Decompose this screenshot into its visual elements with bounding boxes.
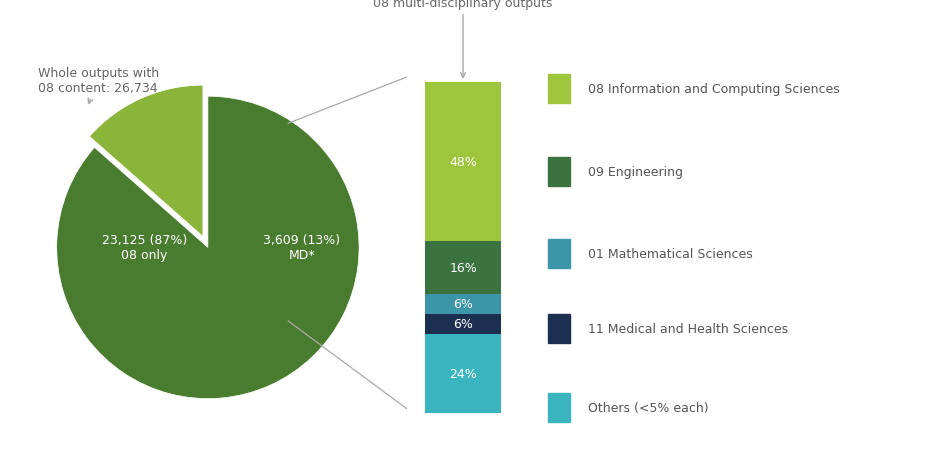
- Bar: [425, 334, 500, 413]
- Text: 48%: 48%: [448, 156, 477, 168]
- Text: 11 Medical and Health Sciences: 11 Medical and Health Sciences: [587, 322, 787, 335]
- Bar: [425, 83, 500, 241]
- Text: 09 Engineering: 09 Engineering: [587, 165, 683, 178]
- FancyBboxPatch shape: [548, 240, 569, 269]
- Text: 01 Mathematical Sciences: 01 Mathematical Sciences: [587, 248, 751, 261]
- Bar: [425, 241, 500, 294]
- Bar: [425, 294, 500, 314]
- FancyBboxPatch shape: [548, 392, 569, 421]
- Text: 08 Information and Computing Sciences: 08 Information and Computing Sciences: [587, 83, 838, 95]
- Text: 24%: 24%: [448, 367, 477, 380]
- Wedge shape: [57, 97, 359, 399]
- Text: 6%: 6%: [452, 317, 473, 330]
- FancyBboxPatch shape: [548, 157, 569, 186]
- Text: Apportioned content of
08 multi-disciplinary outputs: Apportioned content of 08 multi-discipli…: [373, 0, 552, 78]
- Text: Others (<5% each): Others (<5% each): [587, 401, 708, 414]
- Text: 3,609 (13%)
MD*: 3,609 (13%) MD*: [262, 234, 340, 262]
- Text: 23,125 (87%)
08 only: 23,125 (87%) 08 only: [102, 234, 187, 262]
- Bar: [425, 314, 500, 334]
- Wedge shape: [90, 86, 203, 237]
- Text: 16%: 16%: [448, 261, 477, 274]
- Text: 6%: 6%: [452, 297, 473, 311]
- FancyBboxPatch shape: [548, 314, 569, 343]
- Text: Whole outputs with
08 content: 26,734: Whole outputs with 08 content: 26,734: [38, 67, 159, 104]
- FancyBboxPatch shape: [548, 74, 569, 103]
